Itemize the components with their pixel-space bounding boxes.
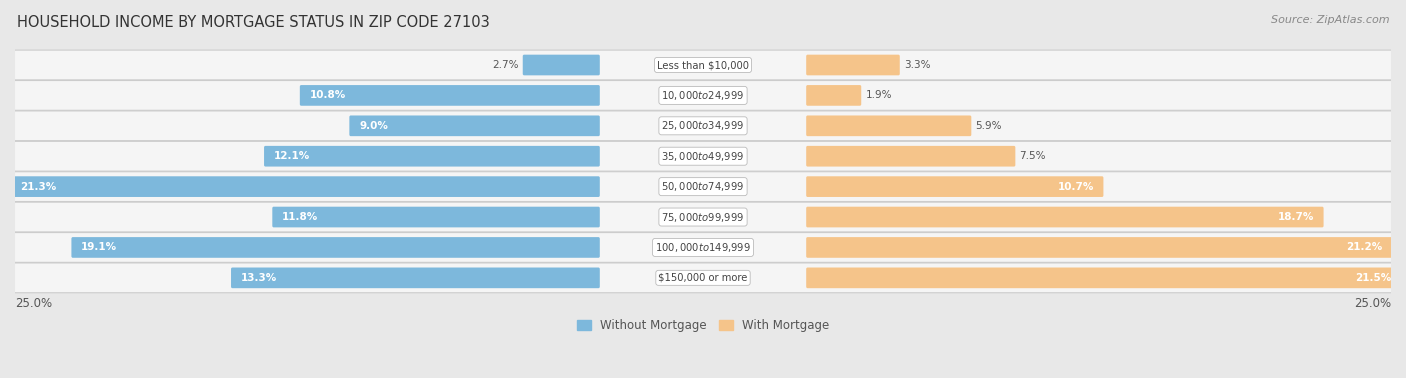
FancyBboxPatch shape [806,55,900,75]
Text: $50,000 to $74,999: $50,000 to $74,999 [661,180,745,193]
Text: 18.7%: 18.7% [1278,212,1315,222]
Text: 10.7%: 10.7% [1057,182,1094,192]
FancyBboxPatch shape [806,115,972,136]
Text: $150,000 or more: $150,000 or more [658,273,748,283]
Text: 7.5%: 7.5% [1019,151,1046,161]
Text: 25.0%: 25.0% [1354,297,1391,310]
Text: 13.3%: 13.3% [240,273,277,283]
FancyBboxPatch shape [11,176,600,197]
FancyBboxPatch shape [14,172,1392,201]
Text: $100,000 to $149,999: $100,000 to $149,999 [655,241,751,254]
FancyBboxPatch shape [806,85,862,106]
FancyBboxPatch shape [273,207,600,228]
FancyBboxPatch shape [14,202,1392,232]
Text: 21.3%: 21.3% [21,182,56,192]
FancyBboxPatch shape [231,268,600,288]
Text: 12.1%: 12.1% [274,151,309,161]
FancyBboxPatch shape [349,115,600,136]
Text: 1.9%: 1.9% [865,90,891,101]
FancyBboxPatch shape [14,50,1392,80]
Text: 21.5%: 21.5% [1355,273,1391,283]
FancyBboxPatch shape [14,111,1392,141]
Text: 9.0%: 9.0% [359,121,388,131]
FancyBboxPatch shape [523,55,600,75]
FancyBboxPatch shape [806,207,1323,228]
Text: HOUSEHOLD INCOME BY MORTGAGE STATUS IN ZIP CODE 27103: HOUSEHOLD INCOME BY MORTGAGE STATUS IN Z… [17,15,489,30]
Text: $35,000 to $49,999: $35,000 to $49,999 [661,150,745,163]
FancyBboxPatch shape [14,232,1392,262]
Legend: Without Mortgage, With Mortgage: Without Mortgage, With Mortgage [572,315,834,337]
FancyBboxPatch shape [264,146,600,167]
FancyBboxPatch shape [14,141,1392,171]
FancyBboxPatch shape [14,81,1392,110]
Text: 2.7%: 2.7% [492,60,519,70]
Text: 5.9%: 5.9% [976,121,1002,131]
Text: 11.8%: 11.8% [283,212,318,222]
FancyBboxPatch shape [14,263,1392,293]
Text: 21.2%: 21.2% [1347,242,1382,253]
FancyBboxPatch shape [806,176,1104,197]
FancyBboxPatch shape [806,268,1400,288]
FancyBboxPatch shape [72,237,600,258]
FancyBboxPatch shape [806,146,1015,167]
Text: Less than $10,000: Less than $10,000 [657,60,749,70]
Text: $10,000 to $24,999: $10,000 to $24,999 [661,89,745,102]
Text: 19.1%: 19.1% [82,242,117,253]
Text: 25.0%: 25.0% [15,297,52,310]
Text: $25,000 to $34,999: $25,000 to $34,999 [661,119,745,132]
Text: 10.8%: 10.8% [309,90,346,101]
FancyBboxPatch shape [806,237,1392,258]
FancyBboxPatch shape [299,85,600,106]
Text: Source: ZipAtlas.com: Source: ZipAtlas.com [1271,15,1389,25]
Text: $75,000 to $99,999: $75,000 to $99,999 [661,211,745,223]
Text: 3.3%: 3.3% [904,60,931,70]
